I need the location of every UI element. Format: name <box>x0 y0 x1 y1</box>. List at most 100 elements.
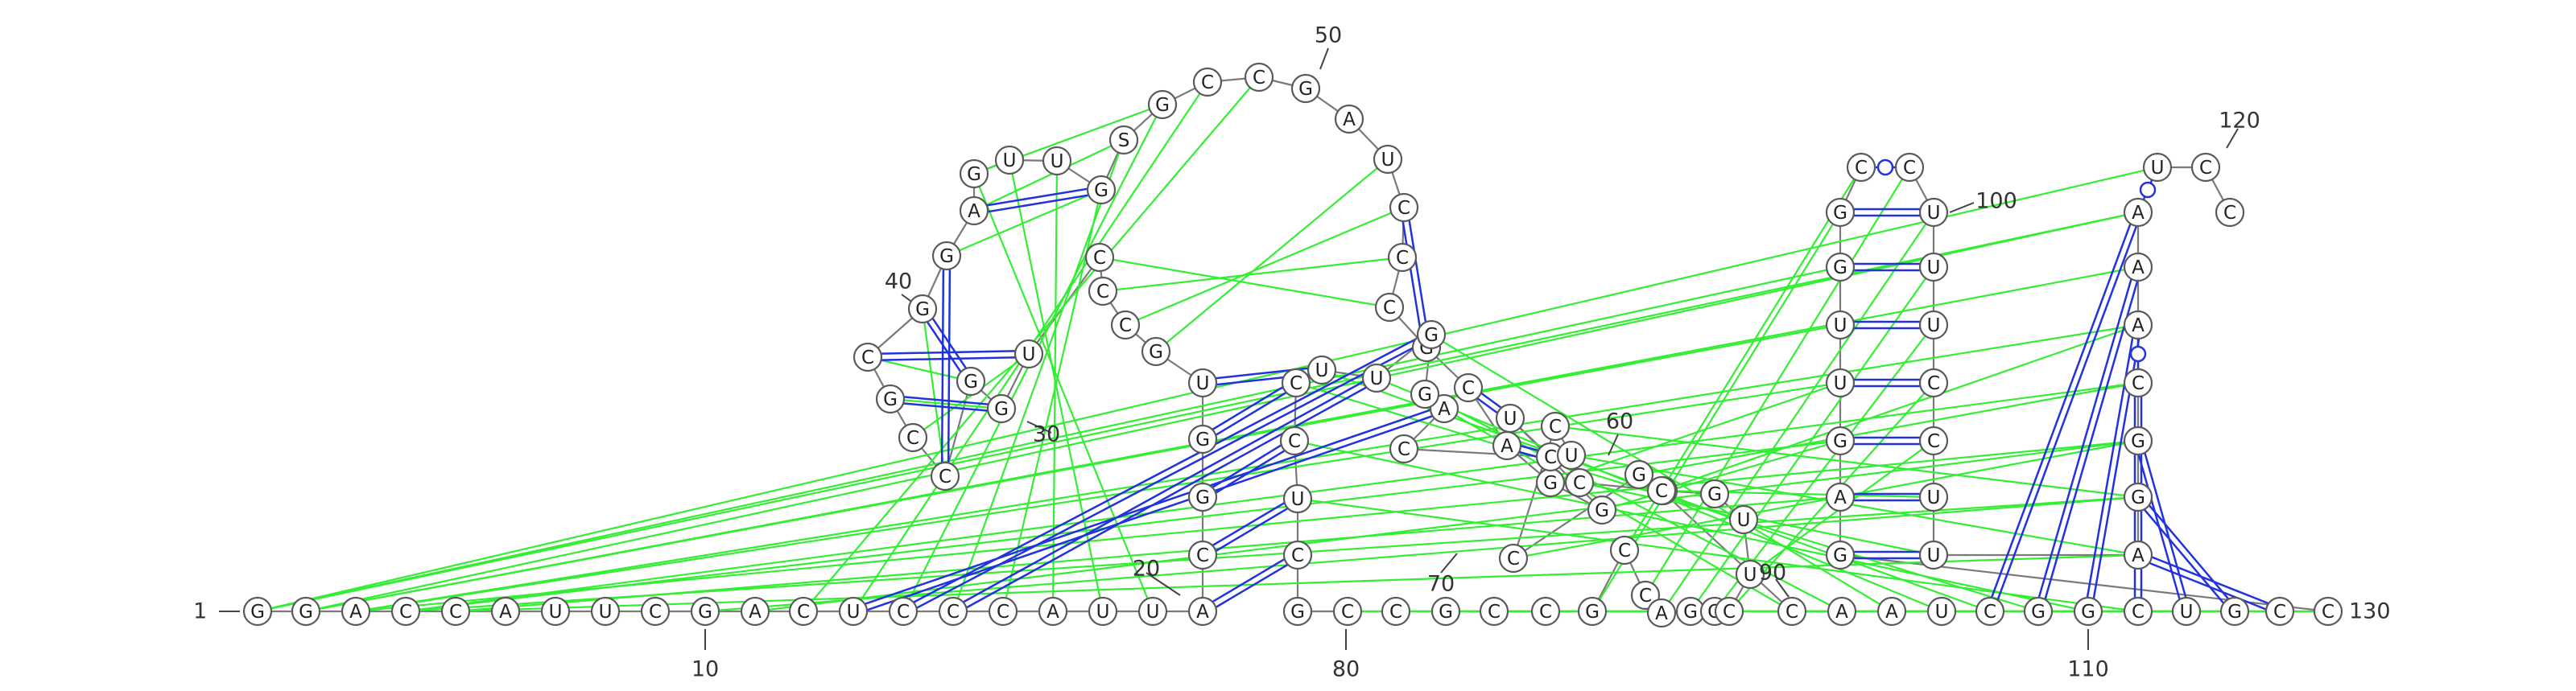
nucleotide-letter: A <box>1438 399 1451 420</box>
nucleotide-letter: C <box>1544 447 1557 468</box>
noncanonical-pair-marker <box>1878 160 1893 175</box>
position-tick <box>1320 48 1328 69</box>
nucleotide: C <box>1390 435 1418 463</box>
base-pair-line <box>948 256 950 476</box>
nucleotide-letter: A <box>349 602 362 623</box>
nucleotide: U <box>1920 199 1947 226</box>
nucleotide: U <box>1827 369 1854 397</box>
nucleotide: A <box>2124 311 2152 339</box>
label-100: 100 <box>1975 189 2017 214</box>
nucleotide-letter: U <box>1737 510 1751 531</box>
base-pair-line <box>2141 440 2190 611</box>
nucleotide: S <box>1110 126 1137 154</box>
nucleotide: C <box>1920 369 1947 397</box>
nucleotide-letter: G <box>1149 342 1163 363</box>
nucleotide: G <box>2124 427 2152 454</box>
base-pair-line <box>2085 324 2135 611</box>
nucleotide: U <box>840 598 867 625</box>
nucleotide-letter: G <box>1543 473 1558 494</box>
nucleotide: G <box>292 598 320 625</box>
nucleotide: U <box>1139 598 1166 625</box>
nucleotide-letter: C <box>947 602 960 623</box>
nucleotide: C <box>931 463 959 490</box>
nucleotide-letter: C <box>1723 602 1736 623</box>
nucleotide: C <box>2124 598 2152 625</box>
nucleotide-letter: U <box>1834 315 1847 336</box>
nucleotide: C <box>989 598 1017 625</box>
nucleotide-letter: U <box>1381 150 1395 171</box>
tertiary-interaction-line <box>1125 208 1404 325</box>
nucleotide-letter: C <box>2199 158 2212 179</box>
nucleotide: C <box>1480 598 1508 625</box>
nucleotide: G <box>1537 469 1564 496</box>
nucleotide: C <box>1455 374 1482 401</box>
nucleotide-letter: C <box>1855 158 1868 179</box>
nucleotide-letter: U <box>1927 315 1941 336</box>
nucleotide-letter: C <box>1396 248 1409 269</box>
nucleotide-letter: G <box>1595 500 1609 521</box>
nucleotide-letter: U <box>549 602 563 623</box>
nucleotide-letter: C <box>2273 602 2286 623</box>
label-80: 80 <box>1332 657 1360 682</box>
nucleotide-letter: G <box>1439 602 1453 623</box>
nucleotide-letter: C <box>861 348 874 368</box>
nucleotide-letter: U <box>2180 602 2194 623</box>
label-90: 90 <box>1759 561 1786 586</box>
nucleotide-letter: C <box>2322 602 2334 623</box>
nucleotide: C <box>1648 477 1675 504</box>
nucleotide: U <box>2144 154 2171 181</box>
nucleotide: C <box>2124 369 2152 397</box>
nucleotide: U <box>1920 311 1947 339</box>
nucleotide-letter: C <box>399 602 412 623</box>
nucleotide-letter: C <box>1639 586 1652 607</box>
nucleotide: G <box>1827 427 1854 454</box>
nucleotide: C <box>1389 244 1416 271</box>
tertiary-interaction-line <box>1100 257 1389 307</box>
nucleotide-letter: A <box>1046 602 1059 623</box>
nucleotide-letter: G <box>2131 431 2145 452</box>
nucleotide-letter: G <box>939 246 954 267</box>
nucleotide: C <box>1086 244 1113 271</box>
nucleotide-letter: C <box>1927 431 1940 452</box>
nucleotide: U <box>996 146 1023 174</box>
tertiary-interaction-line <box>1156 159 1388 352</box>
nucleotide: C <box>1778 598 1806 625</box>
nucleotide-letter: S <box>1118 130 1130 151</box>
nucleotide: U <box>1920 541 1947 569</box>
nucleotide: C <box>790 598 817 625</box>
nucleotide: G <box>1088 176 1115 204</box>
nucleotide-letter: A <box>1835 602 1848 623</box>
nucleotide: G <box>1189 426 1216 453</box>
nucleotide-letter: C <box>1093 248 1106 269</box>
nucleotide-letter: C <box>1397 439 1410 460</box>
label-50: 50 <box>1315 23 1342 48</box>
base-pair-line <box>2139 552 2281 608</box>
nucleotide-letter: U <box>1927 203 1941 224</box>
nucleotide: C <box>1089 278 1117 305</box>
nucleotide: A <box>960 197 988 224</box>
nucleotide: A <box>1493 432 1521 459</box>
noncanonical-pair-marker <box>2140 183 2155 197</box>
nucleotide-letter: A <box>1885 602 1898 623</box>
nucleotide-letter: G <box>2031 602 2046 623</box>
nucleotide: C <box>1500 545 1527 572</box>
nucleotide: C <box>1112 311 1139 339</box>
nucleotide-letter: G <box>1833 545 1847 566</box>
nucleotide-letter: A <box>1196 602 1209 623</box>
nucleotide-letter: C <box>1785 602 1798 623</box>
nucleotide-letter: C <box>1201 72 1214 93</box>
nucleotide: A <box>2124 541 2152 569</box>
label-10: 10 <box>691 657 719 682</box>
nucleotide-letter: U <box>1927 545 1941 566</box>
nucleotide-letter: G <box>994 399 1009 420</box>
label-20: 20 <box>1133 557 1160 582</box>
nucleotide: G <box>1142 338 1170 365</box>
label-30: 30 <box>1033 422 1060 447</box>
nucleotide: G <box>1827 541 1854 569</box>
nucleotide: U <box>1730 506 1757 533</box>
nucleotide: G <box>1149 91 1176 118</box>
label-end: 130 <box>2349 599 2391 624</box>
nucleotide-letter: G <box>1195 430 1210 450</box>
nucleotide: C <box>1847 154 1875 181</box>
base-pair-line <box>2137 558 2279 615</box>
